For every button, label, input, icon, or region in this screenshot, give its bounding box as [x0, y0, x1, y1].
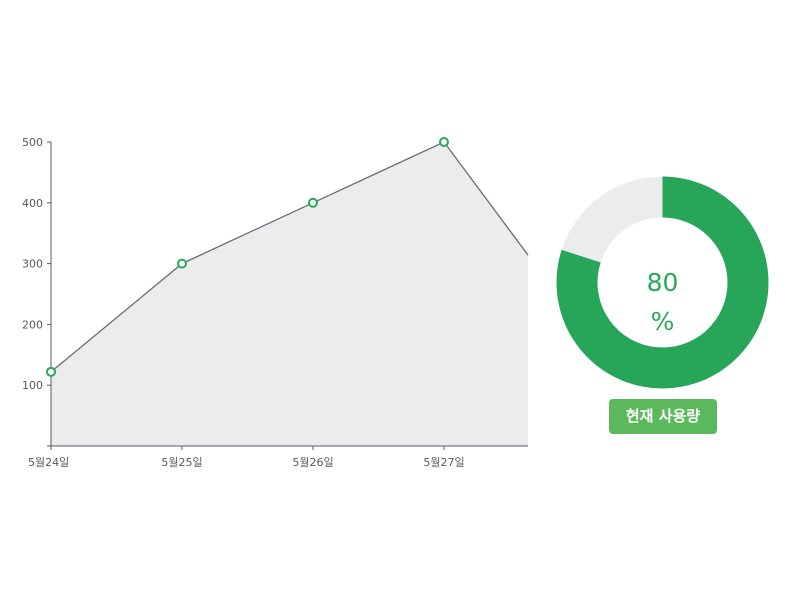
donut-center-unit: %	[650, 307, 675, 336]
donut-center-value: 80	[646, 268, 679, 297]
x-tick-label: 5월24일	[28, 455, 69, 469]
y-tick-label: 500	[22, 136, 43, 149]
data-point	[439, 137, 449, 147]
donut-slice-used	[556, 176, 769, 389]
x-tick-label: 5월26일	[292, 455, 333, 469]
donut-slice-remaining	[561, 176, 663, 263]
data-point	[308, 197, 318, 208]
y-tick-label: 400	[22, 197, 43, 210]
usage-donut-chart: 80 %	[555, 175, 770, 390]
y-tick-label: 100	[22, 379, 43, 392]
x-tick-label: 5월25일	[161, 455, 202, 469]
x-tick-label: 5월27일	[423, 455, 464, 469]
data-point	[177, 258, 187, 269]
data-point	[46, 366, 56, 377]
area-fill	[51, 142, 528, 446]
usage-line-chart: 100 200 300 400 500 5월24일 5월25일 5월26일 5월27일	[22, 136, 529, 469]
current-usage-badge: 현재 사용량	[609, 399, 717, 434]
y-tick-label: 200	[22, 318, 43, 331]
y-tick-label: 300	[22, 258, 43, 271]
